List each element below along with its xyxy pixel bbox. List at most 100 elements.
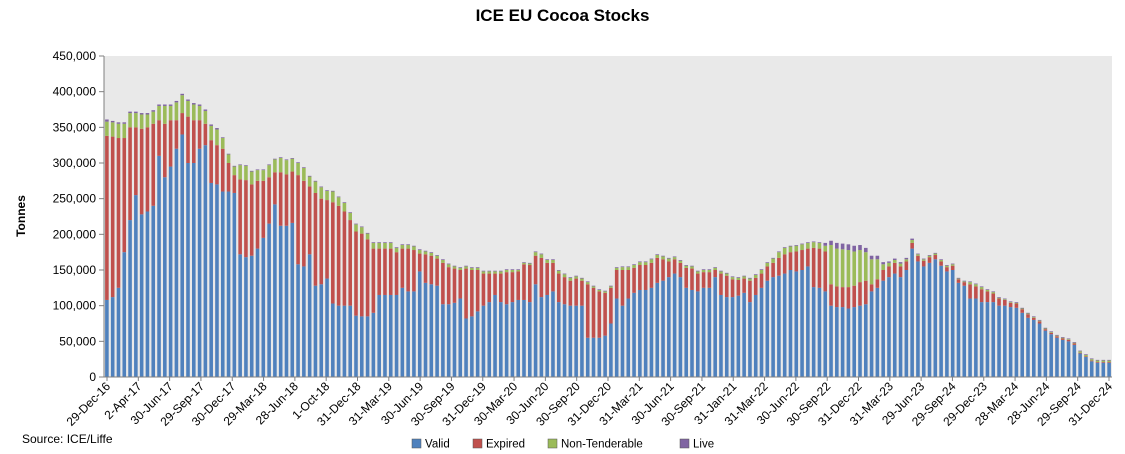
bar-segment-valid (568, 305, 573, 377)
bar-segment-live (1055, 334, 1059, 336)
chart-title: ICE EU Cocoa Stocks (475, 6, 650, 25)
bar-segment-expired (174, 120, 179, 149)
bar-segment-expired (1078, 352, 1082, 354)
bar-segment-valid (771, 277, 775, 377)
bar-segment-non-tenderable (493, 271, 497, 274)
bar-segment-valid (319, 284, 324, 377)
bar-segment-non-tenderable (556, 270, 561, 274)
bar-segment-non-tenderable (331, 191, 335, 203)
bar-segment-valid (858, 305, 862, 377)
y-tick-label: 100,000 (53, 299, 97, 313)
bar-segment-non-tenderable (585, 282, 590, 285)
bar-segment-live (313, 180, 318, 182)
bar-segment-live (748, 277, 752, 279)
bar-segment-valid (632, 292, 636, 377)
bar-segment-live (950, 263, 955, 265)
bar-segment-non-tenderable (499, 271, 503, 274)
bar-segment-valid (139, 214, 144, 377)
x-axis-ticks: 29-Dec-162-Apr-1730-Jun-1729-Sep-1730-De… (64, 377, 1115, 429)
bar-segment-expired (846, 287, 851, 309)
bar-segment-live (835, 242, 839, 249)
bar-segment-non-tenderable (852, 251, 856, 286)
bar-segment-expired (562, 277, 567, 305)
bar-segment-valid (1084, 357, 1088, 377)
bar-segment-live (997, 297, 1001, 298)
bar-segment-valid (452, 302, 457, 377)
bar-segment-expired (504, 272, 509, 305)
bar-segment-live (180, 93, 184, 96)
bar-segment-non-tenderable (794, 245, 799, 252)
bar-segment-non-tenderable (325, 190, 329, 201)
bar-segment-valid (487, 302, 492, 377)
bar-segment-live (933, 252, 938, 254)
bar-segment-expired (910, 242, 914, 249)
bar-segment-non-tenderable (1043, 328, 1048, 330)
bar-segment-non-tenderable (956, 278, 961, 280)
bar-segment-live (806, 242, 810, 243)
bar-segment-live (846, 244, 851, 251)
bar-segment-non-tenderable (950, 264, 955, 266)
y-tick-label: 300,000 (53, 156, 97, 170)
bar-segment-non-tenderable (452, 266, 457, 269)
bar-segment-live (446, 263, 451, 265)
bar-segment-live (788, 245, 793, 247)
bar-segment-expired (985, 291, 990, 303)
bar-segment-non-tenderable (840, 249, 845, 288)
bar-segment-live (458, 267, 463, 268)
bar-segment-non-tenderable (974, 284, 978, 287)
bar-segment-live (777, 251, 781, 253)
bar-segment-non-tenderable (968, 282, 972, 285)
bar-segment-valid (1026, 317, 1030, 377)
bar-segment-live (360, 226, 364, 228)
bar-segment-live (962, 280, 967, 282)
bar-segment-valid (551, 291, 555, 377)
bar-segment-expired (122, 138, 127, 253)
bar-segment-non-tenderable (724, 273, 729, 276)
bar-segment-expired (840, 287, 845, 308)
bar-segment-valid (875, 287, 880, 377)
bar-segment-non-tenderable (997, 297, 1001, 299)
bar-segment-live (591, 285, 596, 287)
bar-segment-valid (661, 280, 665, 377)
bar-segment-live (626, 266, 631, 268)
bar-segment-valid (580, 305, 584, 377)
bar-segment-valid (423, 282, 428, 377)
bar-segment-non-tenderable (290, 158, 295, 172)
bar-segment-expired (933, 255, 938, 260)
bar-segment-non-tenderable (174, 102, 179, 121)
y-tick-label: 50,000 (59, 334, 96, 348)
bar-segment-expired (1107, 362, 1111, 363)
bar-segment-non-tenderable (122, 123, 127, 139)
bar-segment-valid (800, 270, 804, 377)
bar-segment-live (371, 242, 376, 243)
bar-segment-valid (371, 312, 376, 377)
bar-segment-expired (278, 172, 283, 226)
bar-segment-expired (499, 273, 503, 303)
bar-segment-valid (603, 335, 607, 377)
bar-segment-expired (806, 248, 810, 267)
bar-segment-live (331, 190, 335, 192)
y-axis-ticks: 0 50,000 100,000 150,000 200,000 250,000 300,0… (53, 49, 104, 384)
bar-segment-valid (945, 271, 949, 377)
bar-segment-live (429, 252, 434, 253)
bar-segment-valid (667, 277, 671, 377)
bar-segment-valid (1107, 362, 1111, 377)
bar-segment-live (956, 277, 961, 279)
bar-segment-expired (394, 252, 399, 295)
bar-segment-valid (533, 284, 538, 377)
bar-segment-live (522, 262, 526, 263)
bar-segment-expired (719, 273, 723, 295)
legend-swatch-live (679, 438, 690, 449)
bar-segment-live (412, 245, 416, 247)
bar-segment-expired (742, 278, 746, 293)
bar-segment-live (278, 157, 283, 158)
bar-segment-expired (609, 287, 613, 324)
bar-segment-valid (244, 257, 248, 377)
bar-segment-valid (748, 302, 752, 377)
bar-segment-non-tenderable (296, 163, 300, 176)
bar-segment-non-tenderable (470, 267, 474, 270)
bar-segment-non-tenderable (342, 202, 347, 212)
bar-segment-live (892, 258, 897, 261)
bar-segment-live (632, 264, 636, 265)
bar-segment-non-tenderable (643, 262, 648, 265)
